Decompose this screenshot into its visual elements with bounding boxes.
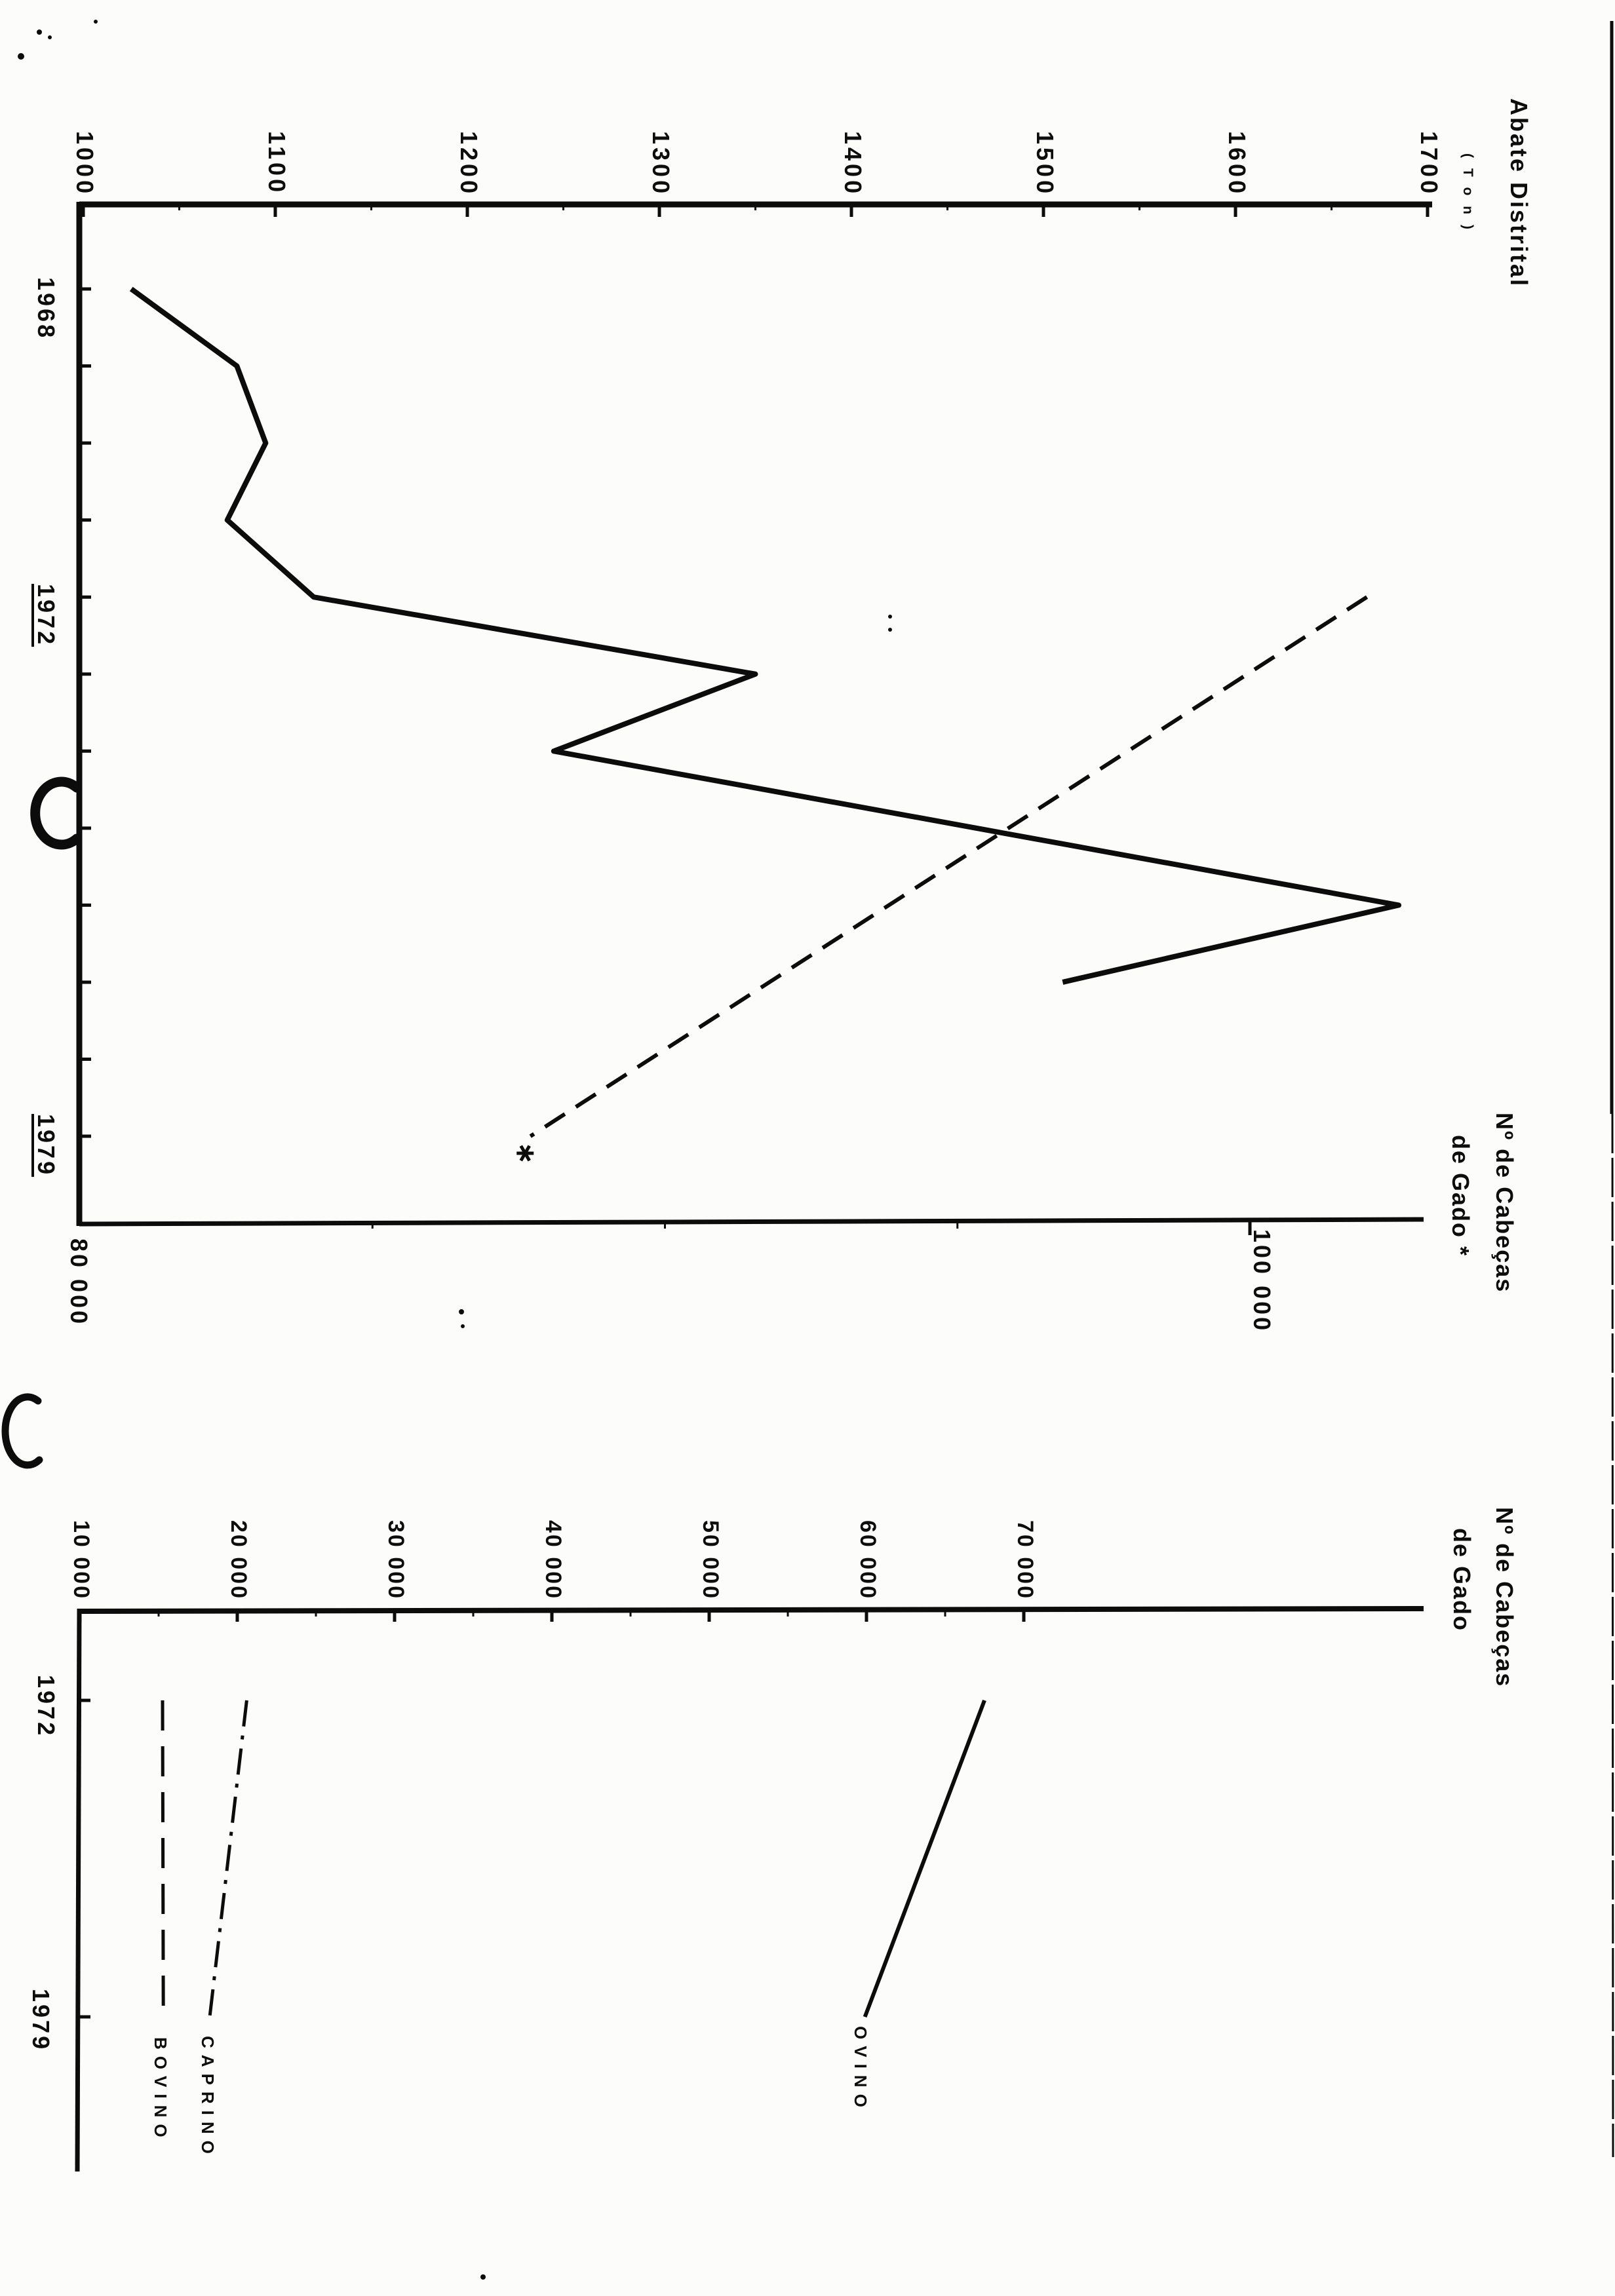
ink-speck	[461, 1324, 465, 1328]
chart1-value-tick-label-1400: 1400	[839, 131, 866, 197]
chart1-line-cabecas-gado-dashed	[529, 595, 1369, 1138]
chart1-value-tick-label-1000: 1000	[71, 131, 98, 197]
legend-caprino-label: CAPRINO	[198, 2036, 218, 2160]
chart1-value-tick-label-1700: 1700	[1415, 131, 1443, 197]
ink-speck	[888, 615, 892, 619]
chart2-year-axis	[75, 1608, 82, 2172]
chart2-value-tick-label-40 000: 40 000	[540, 1520, 566, 1600]
ink-speck	[888, 628, 892, 632]
ink-speck	[18, 53, 24, 60]
ink-speck	[37, 29, 42, 35]
chart1-line-abate-distrital	[129, 286, 1402, 985]
chart1-secondary-axis	[79, 1217, 1424, 1227]
chart1-year-label-1968: 1968	[32, 277, 60, 341]
chart1-secondary-axis-title-line1: Nº de Cabeças	[1491, 1113, 1518, 1293]
ink-speck	[459, 1309, 464, 1314]
ink-speck	[94, 20, 98, 24]
chart1-year-label-1972: 1972	[32, 584, 60, 647]
chart2-year-label-1979: 1979	[27, 1989, 54, 2052]
chart1-secondary-label-80000: 80 000	[65, 1238, 92, 1327]
chart2-value-tick-label-30 000: 30 000	[383, 1520, 408, 1600]
chart2-year-label-1972: 1972	[32, 1675, 60, 1738]
chart1-year-label-1979: 1979	[32, 1114, 60, 1177]
ink-speck	[480, 2274, 486, 2280]
legend-bovino-label: BOVINO	[151, 2037, 171, 2144]
chart2-title-line1: Nº de Cabeças	[1491, 1507, 1518, 1688]
chart1-title-unit: ( T o n )	[1460, 153, 1475, 233]
chart1-title: Abate Distrital	[1506, 98, 1532, 288]
chart2-line-caprino	[208, 1700, 248, 2018]
chart1-secondary-label-100000: 100 000	[1248, 1229, 1275, 1333]
chart1-value-tick-label-1500: 1500	[1031, 131, 1059, 197]
chart1-value-tick-label-1300: 1300	[647, 131, 674, 197]
chart2-value-axis	[79, 1606, 1424, 1614]
chart1-secondary-axis-title-line2: de Gado *	[1447, 1135, 1474, 1257]
asterisk-marker	[519, 1145, 531, 1162]
crescent-artifact	[1, 1393, 43, 1469]
chart1-value-tick-label-1600: 1600	[1223, 131, 1251, 197]
chart2-value-tick-label-20 000: 20 000	[225, 1520, 251, 1600]
chart2-value-tick-label-50 000: 50 000	[697, 1520, 723, 1600]
chart2-title-line2: de Gado	[1449, 1528, 1475, 1632]
chart1-value-tick-label-1100: 1100	[263, 131, 290, 196]
ink-speck	[48, 35, 52, 39]
chart2-value-tick-label-10 000: 10 000	[68, 1520, 94, 1600]
chart1-value-tick-label-1200: 1200	[455, 131, 482, 197]
chart2-value-tick-label-70 000: 70 000	[1012, 1520, 1038, 1600]
chart2-value-tick-label-60 000: 60 000	[855, 1520, 880, 1600]
crescent-artifact	[30, 776, 82, 850]
chart2-line-ovino	[863, 1699, 986, 2018]
page-edge-line	[1611, 1113, 1614, 2158]
legend-ovino-label: OVINO	[851, 2026, 871, 2114]
